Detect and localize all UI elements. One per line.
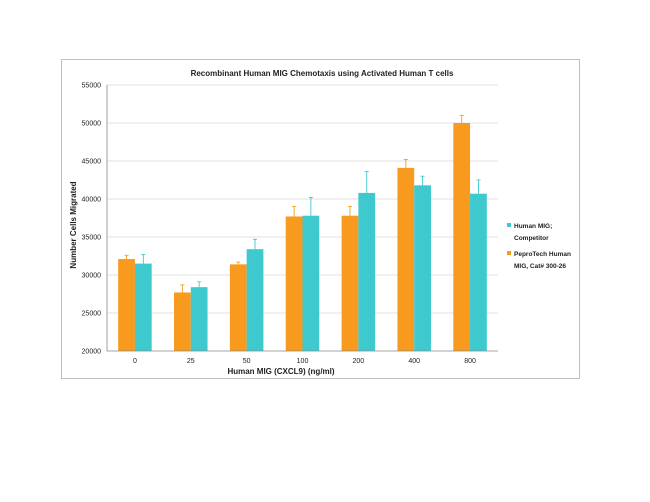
- bar: [190, 287, 208, 351]
- y-tick-label: 45000: [82, 159, 102, 166]
- bar: [174, 292, 191, 351]
- bar: [246, 249, 264, 351]
- tick-labels: 20000 25000 30000 35000 40000 45000 50000 55000…: [82, 83, 476, 366]
- legend-label: MIG, Cat# 300-26: [514, 263, 566, 270]
- chart-svg: Recombinant Human MIG Chemotaxis using A…: [69, 69, 571, 376]
- bar: [285, 216, 303, 351]
- legend-swatch: [507, 251, 511, 255]
- x-tick-label: 25: [187, 358, 195, 365]
- legend-swatch: [507, 223, 511, 227]
- y-tick-label: 50000: [82, 121, 102, 128]
- legend-label: PeproTech Human: [514, 251, 571, 258]
- bar: [134, 263, 152, 351]
- x-tick-label: 200: [353, 358, 365, 365]
- x-tick-label: 100: [297, 358, 309, 365]
- y-axis-title: Number Cells Migrated: [69, 181, 78, 268]
- y-tick-label: 40000: [82, 197, 102, 204]
- x-axis-title: Human MIG (CXCL9) (ng/ml): [227, 367, 334, 376]
- bar: [397, 167, 415, 351]
- chart-frame: Recombinant Human MIG Chemotaxis using A…: [61, 59, 580, 379]
- x-tick-label: 50: [243, 358, 251, 365]
- y-tick-label: 35000: [82, 235, 102, 242]
- y-tick-label: 55000: [82, 83, 102, 90]
- y-tick-label: 25000: [82, 311, 102, 318]
- x-tick-label: 0: [133, 358, 137, 365]
- bar: [470, 193, 487, 351]
- bar: [118, 259, 135, 351]
- x-tick-label: 400: [408, 358, 420, 365]
- legend-label: Competitor: [514, 235, 549, 242]
- bar: [453, 123, 471, 351]
- legend: Human MIG; Competitor PeproTech Human MIG, …: [507, 223, 571, 270]
- bar: [358, 192, 376, 351]
- bar: [414, 185, 431, 351]
- legend-label: Human MIG;: [514, 223, 552, 230]
- y-tick-label: 20000: [82, 349, 102, 356]
- bar: [341, 215, 359, 351]
- chart-title: Recombinant Human MIG Chemotaxis using A…: [191, 69, 454, 78]
- x-tick-label: 800: [464, 358, 476, 365]
- axes: [106, 85, 498, 352]
- y-tick-label: 30000: [82, 273, 102, 280]
- bar: [302, 215, 320, 351]
- bar: [229, 264, 247, 351]
- bars: [118, 114, 487, 351]
